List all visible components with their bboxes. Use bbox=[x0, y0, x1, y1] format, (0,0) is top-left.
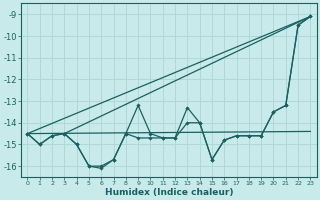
X-axis label: Humidex (Indice chaleur): Humidex (Indice chaleur) bbox=[105, 188, 233, 197]
